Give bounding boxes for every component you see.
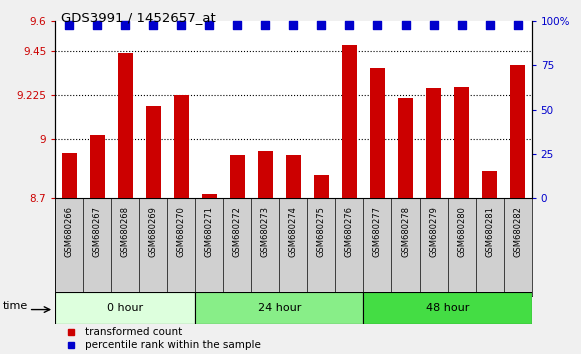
Bar xyxy=(364,292,532,324)
Text: GSM680268: GSM680268 xyxy=(121,206,130,257)
Text: GSM680281: GSM680281 xyxy=(485,206,494,257)
Point xyxy=(233,22,242,28)
Text: GSM680280: GSM680280 xyxy=(457,206,466,257)
Text: GSM680270: GSM680270 xyxy=(177,206,186,257)
Point xyxy=(121,22,130,28)
Bar xyxy=(314,175,329,198)
Text: 48 hour: 48 hour xyxy=(426,303,469,313)
Bar xyxy=(195,292,364,324)
Point xyxy=(429,22,438,28)
Text: GSM680271: GSM680271 xyxy=(205,206,214,257)
Point xyxy=(345,22,354,28)
Bar xyxy=(426,88,441,198)
Bar xyxy=(286,155,301,198)
Bar xyxy=(174,95,189,198)
Text: GSM680277: GSM680277 xyxy=(373,206,382,257)
Point xyxy=(457,22,466,28)
Point xyxy=(205,22,214,28)
Text: GSM680272: GSM680272 xyxy=(233,206,242,257)
Bar xyxy=(117,53,133,198)
Text: GSM680267: GSM680267 xyxy=(93,206,102,257)
Bar xyxy=(510,64,525,198)
Text: GSM680275: GSM680275 xyxy=(317,206,326,257)
Bar xyxy=(342,45,357,198)
Text: GDS3991 / 1452657_at: GDS3991 / 1452657_at xyxy=(61,11,216,24)
Bar xyxy=(146,106,161,198)
Point xyxy=(401,22,410,28)
Text: GSM680282: GSM680282 xyxy=(513,206,522,257)
Bar xyxy=(258,151,273,198)
Bar xyxy=(482,171,497,198)
Bar xyxy=(398,98,413,198)
Bar xyxy=(370,68,385,198)
Bar xyxy=(229,155,245,198)
Text: 24 hour: 24 hour xyxy=(258,303,301,313)
Bar xyxy=(62,153,77,198)
Bar xyxy=(55,292,195,324)
Text: 0 hour: 0 hour xyxy=(107,303,144,313)
Bar xyxy=(454,87,469,198)
Text: GSM680266: GSM680266 xyxy=(64,206,74,257)
Point xyxy=(485,22,494,28)
Point xyxy=(373,22,382,28)
Point xyxy=(149,22,158,28)
Text: GSM680276: GSM680276 xyxy=(345,206,354,257)
Text: GSM680279: GSM680279 xyxy=(429,206,438,257)
Point xyxy=(177,22,186,28)
Text: GSM680278: GSM680278 xyxy=(401,206,410,257)
Point xyxy=(92,22,102,28)
Point xyxy=(513,22,522,28)
Text: time: time xyxy=(3,301,28,312)
Text: GSM680273: GSM680273 xyxy=(261,206,270,257)
Legend: transformed count, percentile rank within the sample: transformed count, percentile rank withi… xyxy=(60,327,261,350)
Bar xyxy=(202,194,217,198)
Point xyxy=(261,22,270,28)
Text: GSM680274: GSM680274 xyxy=(289,206,298,257)
Point xyxy=(317,22,326,28)
Point xyxy=(64,22,74,28)
Point xyxy=(289,22,298,28)
Text: GSM680269: GSM680269 xyxy=(149,206,158,257)
Bar xyxy=(89,135,105,198)
